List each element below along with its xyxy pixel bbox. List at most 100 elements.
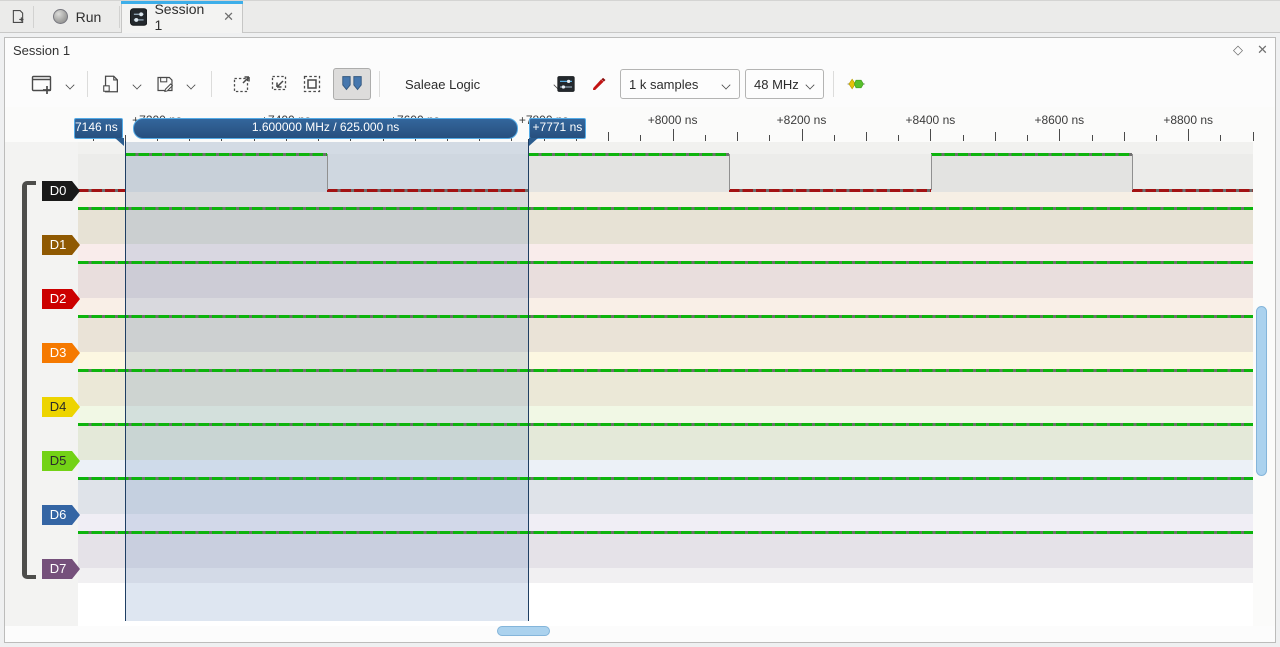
session-settings-icon bbox=[130, 8, 148, 26]
sample-count-value: 1 k samples bbox=[629, 76, 699, 92]
ruler-label: +8600 ns bbox=[1034, 113, 1085, 127]
cursor-region[interactable] bbox=[125, 142, 528, 621]
configure-device-button[interactable] bbox=[551, 68, 581, 100]
new-session-tab-button[interactable] bbox=[4, 1, 32, 32]
device-settings-icon bbox=[557, 76, 575, 92]
run-label: Run bbox=[75, 8, 102, 25]
channel-header-column bbox=[5, 142, 78, 626]
channel-tag-D2[interactable]: D2 bbox=[42, 289, 80, 309]
horizontal-scrollbar-thumb[interactable] bbox=[497, 626, 550, 636]
left-cursor-flag[interactable]: 7146 ns bbox=[74, 118, 124, 139]
channel-group-bracket[interactable] bbox=[22, 181, 36, 579]
signal-trace-D0 bbox=[326, 189, 528, 192]
ruler-tick bbox=[962, 135, 964, 141]
ruler-tick bbox=[1027, 135, 1029, 141]
probe-icon bbox=[593, 77, 606, 90]
signal-trace-D0 bbox=[78, 189, 126, 192]
signal-trace-D6 bbox=[78, 477, 1253, 480]
toolbar-separator bbox=[211, 71, 212, 97]
left-cursor-line[interactable] bbox=[125, 139, 127, 621]
ruler-tick bbox=[865, 132, 867, 141]
d0-high-fill bbox=[125, 156, 327, 192]
ruler-tick bbox=[801, 129, 803, 141]
right-cursor-tail bbox=[528, 138, 538, 146]
ruler-tick bbox=[672, 129, 674, 141]
channel-tag-D1[interactable]: D1 bbox=[42, 235, 80, 255]
row-tint-D6 bbox=[78, 478, 1253, 514]
ruler-tick bbox=[1123, 132, 1125, 141]
signal-trace-D2 bbox=[78, 261, 1253, 264]
row-tint-end bbox=[78, 568, 1253, 583]
zoom-out-button[interactable] bbox=[261, 68, 295, 100]
row-tint-D2 bbox=[78, 262, 1253, 298]
signal-trace-D0 bbox=[125, 153, 327, 156]
ruler-label: +8000 ns bbox=[647, 113, 698, 127]
signal-trace-D0 bbox=[528, 153, 730, 156]
active-tab-indicator bbox=[121, 1, 243, 4]
row-tint-light-D0 bbox=[78, 142, 1253, 154]
ruler-label: +8200 ns bbox=[776, 113, 827, 127]
ruler-tick bbox=[1220, 135, 1222, 141]
channel-tag-D6[interactable]: D6 bbox=[42, 505, 80, 525]
ruler-tick bbox=[704, 135, 706, 141]
right-cursor-flag[interactable]: +7771 ns bbox=[528, 118, 586, 139]
signal-trace-D0 bbox=[1132, 189, 1253, 192]
left-cursor-label: 7146 ns bbox=[75, 120, 118, 134]
sample-rate-value: 48 MHz bbox=[754, 76, 799, 92]
row-tint-D7 bbox=[78, 532, 1253, 568]
row-tint-light-D7 bbox=[78, 514, 1253, 532]
show-cursors-toggle[interactable] bbox=[333, 68, 371, 100]
dock-close-button[interactable]: ✕ bbox=[1257, 42, 1268, 57]
ruler-tick bbox=[898, 135, 900, 141]
zoom-in-button[interactable] bbox=[225, 68, 259, 100]
ruler-tick bbox=[769, 135, 771, 141]
channel-tag-D7[interactable]: D7 bbox=[42, 559, 80, 579]
channel-tag-D3[interactable]: D3 bbox=[42, 343, 80, 363]
signal-trace-D1 bbox=[78, 207, 1253, 210]
cursor-measurement-pill[interactable]: 1.600000 MHz / 625.000 ns bbox=[133, 118, 518, 139]
row-tint-light-D1 bbox=[78, 190, 1253, 208]
row-tint-light-D2 bbox=[78, 244, 1253, 262]
new-session-button[interactable] bbox=[24, 68, 60, 100]
main-tab-bar: Run Session 1 ✕ bbox=[0, 1, 1280, 33]
open-button[interactable] bbox=[95, 68, 127, 100]
d0-edge bbox=[1132, 154, 1134, 190]
channel-tag-D4[interactable]: D4 bbox=[42, 397, 80, 417]
zoom-fit-button[interactable] bbox=[295, 68, 329, 100]
sample-rate-combo[interactable]: 48 MHz bbox=[745, 69, 824, 99]
ruler-tick bbox=[1155, 135, 1157, 141]
ruler-label: +8800 ns bbox=[1163, 113, 1214, 127]
save-button[interactable] bbox=[149, 68, 181, 100]
probe-button[interactable] bbox=[585, 68, 613, 100]
ruler-tick bbox=[930, 129, 932, 141]
new-window-icon bbox=[31, 75, 52, 94]
channel-tag-D5[interactable]: D5 bbox=[42, 451, 80, 471]
run-led-icon bbox=[52, 9, 68, 24]
d0-edge bbox=[326, 154, 328, 190]
zoom-out-icon bbox=[271, 75, 287, 91]
session-tab[interactable]: Session 1 ✕ bbox=[121, 1, 243, 33]
row-tint-D3 bbox=[78, 316, 1253, 352]
zoom-fit-icon bbox=[303, 75, 321, 93]
device-selector[interactable]: Saleae Logic bbox=[391, 69, 573, 99]
session-tab-label: Session 1 bbox=[154, 1, 205, 33]
configure-channels-button[interactable] bbox=[841, 68, 871, 100]
channel-tag-D0[interactable]: D0 bbox=[42, 181, 80, 201]
sample-count-combo[interactable]: 1 k samples bbox=[620, 69, 740, 99]
tab-close-icon[interactable]: ✕ bbox=[223, 9, 234, 24]
d0-high-fill bbox=[930, 156, 1133, 192]
open-file-icon bbox=[103, 75, 118, 93]
signal-trace-D7 bbox=[78, 531, 1253, 534]
vertical-scrollbar-thumb[interactable] bbox=[1256, 306, 1267, 476]
run-button[interactable]: Run bbox=[36, 1, 118, 32]
ruler-tick bbox=[1188, 129, 1190, 141]
signal-trace-D0 bbox=[930, 153, 1133, 156]
right-cursor-line[interactable] bbox=[527, 139, 529, 621]
row-tint-light-D6 bbox=[78, 460, 1253, 478]
channels-icon bbox=[847, 78, 865, 90]
ruler-tick bbox=[608, 132, 610, 141]
dock-title-bar: Session 1 ◇ ✕ bbox=[5, 38, 1275, 63]
new-document-icon bbox=[12, 10, 24, 23]
dock-float-button[interactable]: ◇ bbox=[1233, 42, 1243, 57]
ruler-tick bbox=[737, 132, 739, 141]
